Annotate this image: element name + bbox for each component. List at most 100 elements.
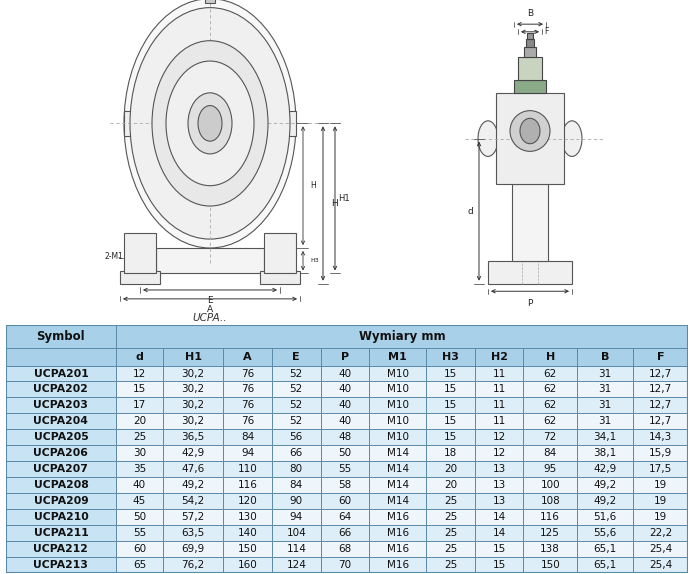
Bar	[321, 397, 369, 413]
Bar	[162, 525, 223, 541]
Text: 34,1: 34,1	[593, 432, 616, 443]
Text: 13: 13	[493, 496, 506, 506]
Text: 42,9: 42,9	[593, 464, 616, 474]
Text: 35: 35	[133, 464, 146, 474]
Text: M16: M16	[387, 560, 409, 570]
Bar	[475, 509, 523, 525]
Text: 19: 19	[654, 480, 667, 490]
Bar	[633, 525, 688, 541]
Bar	[523, 429, 577, 445]
Bar	[633, 493, 688, 509]
Bar	[117, 397, 162, 413]
Bar	[162, 557, 223, 573]
Bar	[475, 477, 523, 493]
Text: 40: 40	[338, 369, 351, 378]
Ellipse shape	[198, 106, 222, 141]
Bar	[272, 493, 321, 509]
Bar	[117, 325, 688, 348]
Bar	[272, 461, 321, 477]
Text: 15: 15	[444, 401, 457, 410]
Text: 100: 100	[541, 480, 560, 490]
Bar	[321, 382, 369, 397]
Bar	[272, 525, 321, 541]
Bar	[475, 382, 523, 397]
Bar	[321, 348, 369, 366]
Text: 150: 150	[238, 544, 257, 554]
Bar	[223, 445, 272, 461]
Bar	[523, 493, 577, 509]
Text: 76,2: 76,2	[181, 560, 205, 570]
Text: M10: M10	[387, 432, 409, 443]
Bar	[369, 413, 426, 429]
Bar	[426, 348, 475, 366]
Bar	[321, 493, 369, 509]
Text: UCPA209: UCPA209	[33, 496, 88, 506]
Text: H: H	[545, 352, 555, 362]
Text: 49,2: 49,2	[593, 480, 616, 490]
Bar	[223, 429, 272, 445]
Bar	[117, 445, 162, 461]
Text: B: B	[527, 9, 533, 18]
Text: 50: 50	[133, 512, 146, 522]
Bar	[117, 348, 162, 366]
Text: 47,6: 47,6	[181, 464, 205, 474]
Text: d: d	[135, 352, 144, 362]
Ellipse shape	[166, 61, 254, 185]
Bar	[223, 541, 272, 557]
Text: 15: 15	[493, 560, 506, 570]
Text: 19: 19	[654, 512, 667, 522]
Ellipse shape	[152, 41, 268, 206]
Text: 11: 11	[493, 369, 506, 378]
Text: B: B	[601, 352, 609, 362]
Text: 20: 20	[133, 416, 146, 426]
Bar	[321, 477, 369, 493]
Bar	[524, 47, 536, 57]
Bar	[369, 348, 426, 366]
Text: 62: 62	[543, 385, 557, 394]
Bar	[426, 429, 475, 445]
Text: 63,5: 63,5	[181, 528, 205, 538]
Text: Symbol: Symbol	[37, 330, 85, 343]
Bar	[272, 429, 321, 445]
Bar	[369, 445, 426, 461]
Bar	[633, 397, 688, 413]
Text: 130: 130	[238, 512, 257, 522]
Bar	[6, 557, 117, 573]
Text: 19: 19	[654, 496, 667, 506]
Bar	[6, 325, 117, 348]
Bar	[223, 477, 272, 493]
Text: F: F	[544, 28, 548, 36]
Bar	[117, 461, 162, 477]
Text: 38,1: 38,1	[593, 448, 616, 458]
Bar	[577, 348, 633, 366]
Text: 40: 40	[133, 480, 146, 490]
Bar	[475, 541, 523, 557]
Text: 116: 116	[238, 480, 257, 490]
Bar	[6, 477, 117, 493]
Bar	[633, 509, 688, 525]
Bar	[117, 366, 162, 382]
Ellipse shape	[562, 121, 582, 157]
Text: 62: 62	[543, 416, 557, 426]
Bar	[321, 557, 369, 573]
Bar	[475, 493, 523, 509]
Text: M10: M10	[387, 416, 409, 426]
Bar	[369, 397, 426, 413]
Text: 50: 50	[338, 448, 351, 458]
Bar	[475, 445, 523, 461]
Text: 69,9: 69,9	[181, 544, 205, 554]
Bar	[488, 261, 572, 284]
Text: 25: 25	[444, 544, 457, 554]
Bar	[426, 541, 475, 557]
Text: 25: 25	[133, 432, 146, 443]
Text: 30: 30	[133, 448, 146, 458]
Bar	[162, 461, 223, 477]
Bar	[321, 525, 369, 541]
Text: 150: 150	[541, 560, 560, 570]
Text: 15,9: 15,9	[649, 448, 672, 458]
Ellipse shape	[130, 7, 290, 239]
Bar	[117, 541, 162, 557]
Bar	[633, 382, 688, 397]
Bar	[6, 348, 117, 366]
Bar	[6, 445, 117, 461]
